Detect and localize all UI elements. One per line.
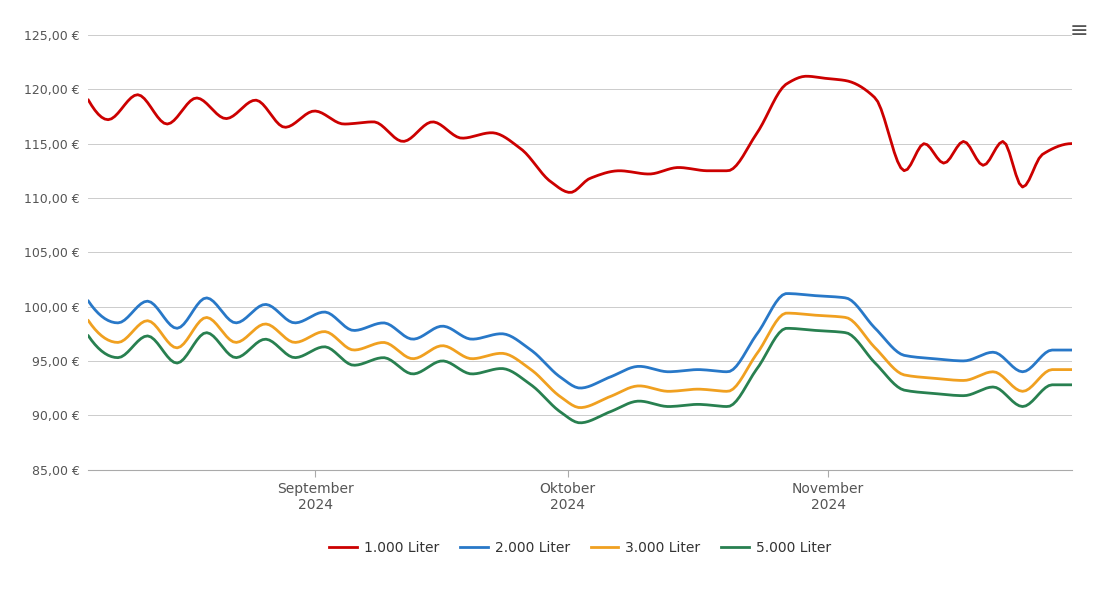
Text: ≡: ≡: [1070, 21, 1088, 41]
Legend: 1.000 Liter, 2.000 Liter, 3.000 Liter, 5.000 Liter: 1.000 Liter, 2.000 Liter, 3.000 Liter, 5…: [324, 536, 836, 560]
